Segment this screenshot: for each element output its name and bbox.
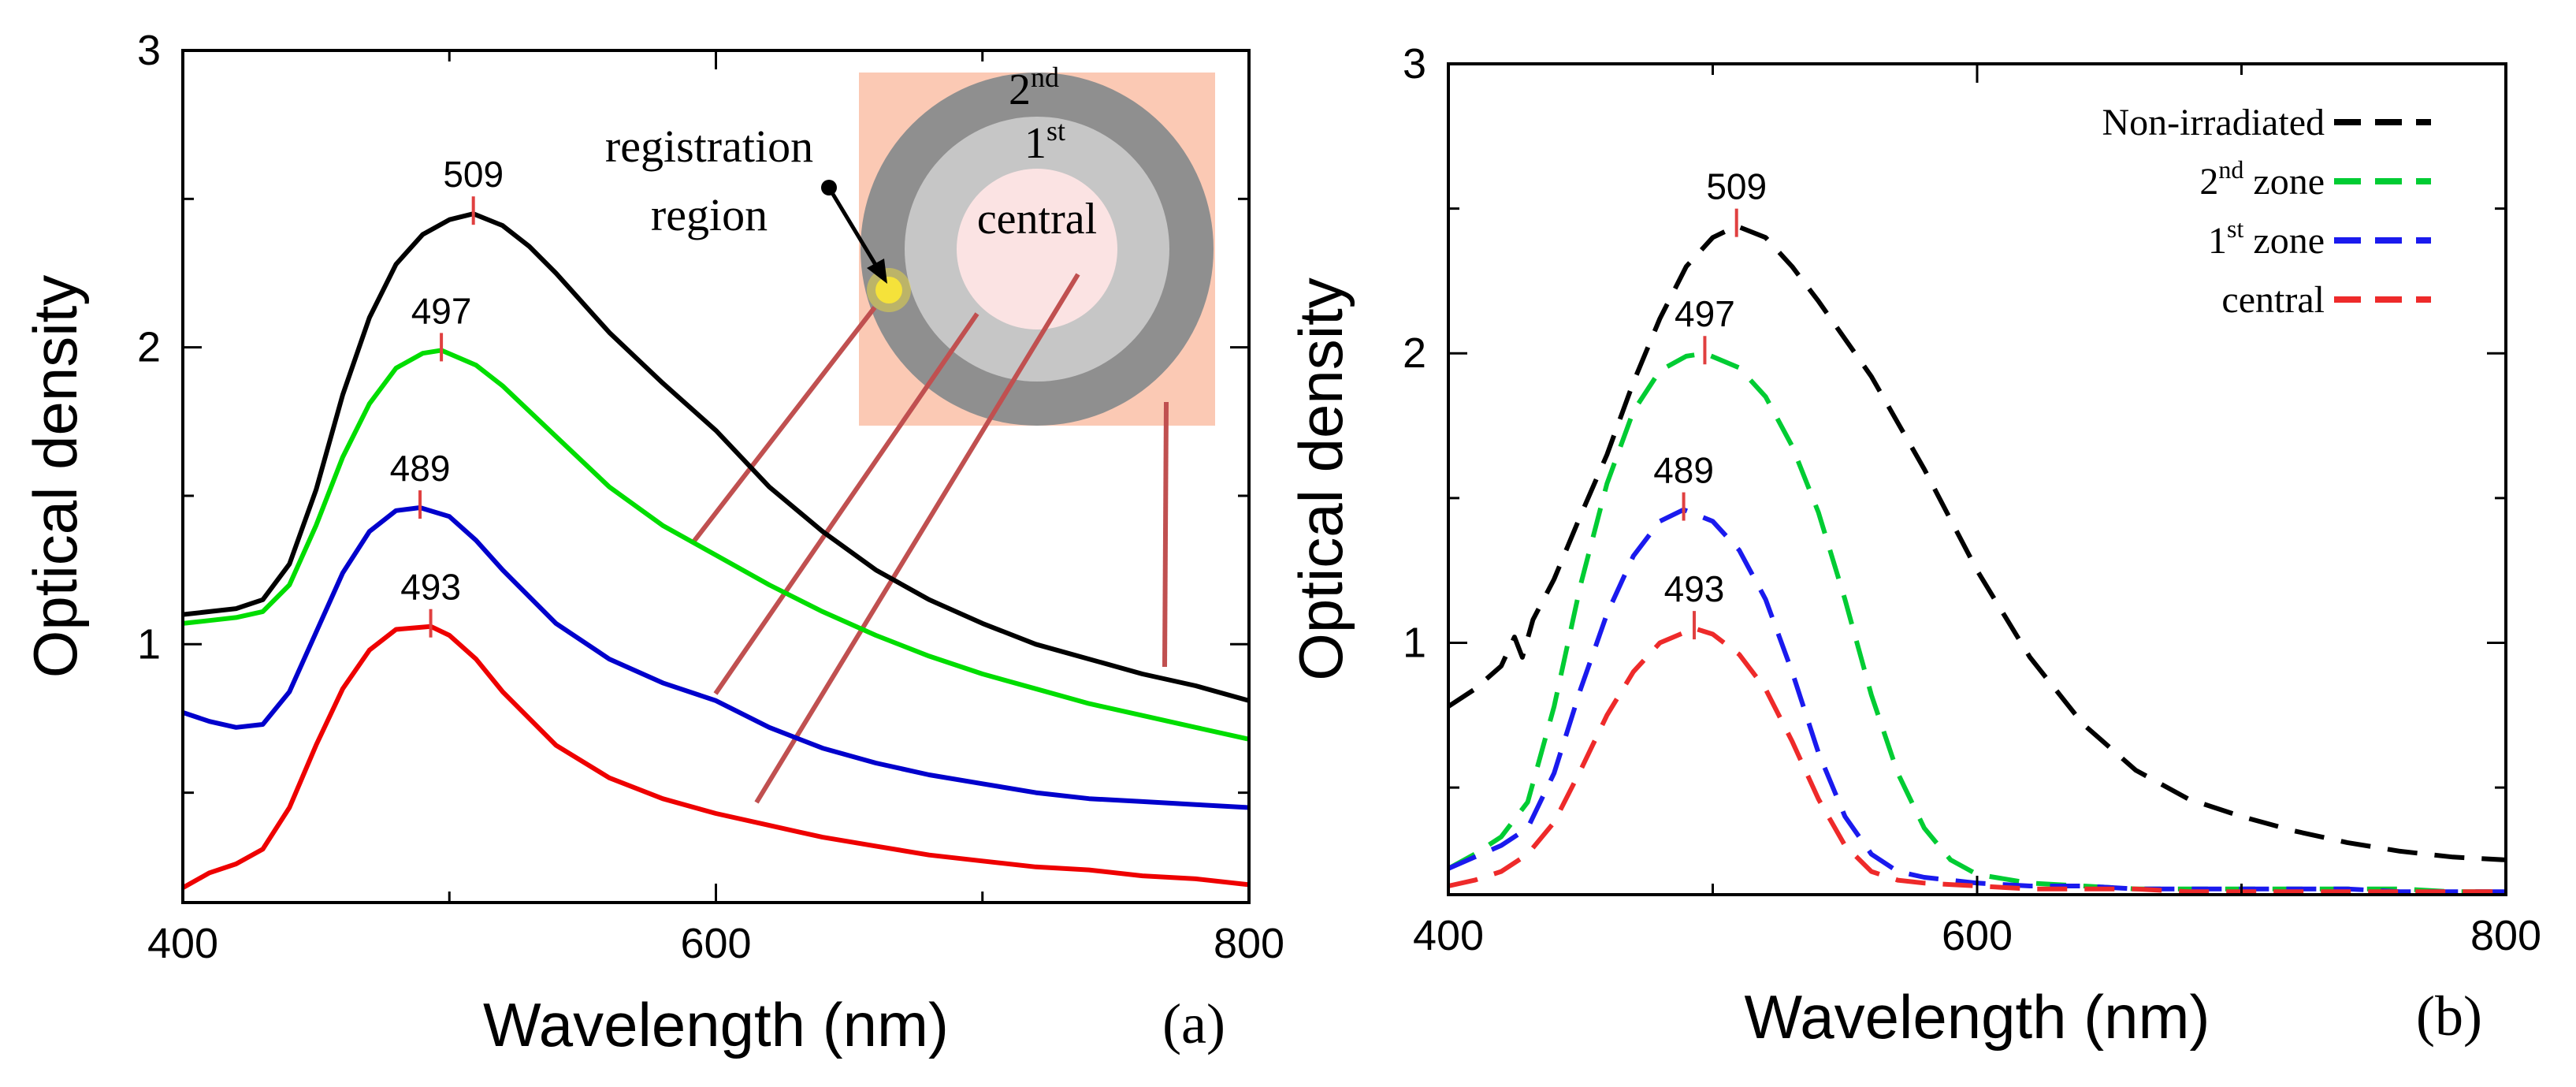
y-tick-label-3: 3	[1403, 40, 1426, 87]
peak-label-497: 497	[411, 290, 472, 331]
legend: Non-irradiated 2nd zone 1st zone central	[2102, 102, 2431, 321]
legend-label-sup: st	[2227, 214, 2243, 243]
panel-label: (b)	[2416, 985, 2482, 1048]
registration-spot	[875, 277, 902, 303]
x-axis-label: Wavelength (nm)	[1745, 982, 2210, 1052]
peak-label-497: 497	[1675, 293, 1735, 334]
panel-label: (a)	[1162, 992, 1225, 1055]
legend-label-0: Non-irradiated	[2102, 102, 2325, 143]
registration-label-line1: registration	[605, 121, 813, 172]
y-axis-label: Optical density	[1286, 277, 1355, 681]
panel-b: 509 497 489 493 400 600 800 1 2 3 Wavelength (nm) O…	[1286, 40, 2541, 1052]
x-tick-label-800: 800	[1214, 920, 1284, 967]
registration-label-line2: region	[651, 189, 768, 240]
peak-label-509: 509	[443, 154, 504, 195]
legend-label-3: central	[2221, 279, 2325, 321]
peak-label-489: 489	[390, 448, 451, 489]
series-line-non-irradiated	[182, 211, 1250, 703]
legend-label-suffix: zone	[2243, 220, 2325, 262]
registration-pointer-line	[827, 186, 882, 273]
leader-line-spot	[690, 306, 877, 545]
y-axis-label: Optical density	[20, 275, 90, 679]
peak-label-509: 509	[1706, 166, 1767, 207]
peak-label-489: 489	[1653, 450, 1714, 491]
peak-label-493: 493	[400, 567, 461, 608]
y-tick-label-2: 2	[137, 324, 161, 371]
y-tick-label-1: 1	[137, 620, 161, 668]
y-tick-label-2: 2	[1403, 329, 1426, 377]
inset-label-central: central	[977, 195, 1097, 244]
leader-line-background	[1162, 401, 1169, 668]
x-tick-label-400: 400	[1413, 912, 1484, 959]
legend-label-sup: nd	[2218, 155, 2243, 184]
inset-label-2nd-sup: nd	[1031, 61, 1059, 93]
x-tick-label-800: 800	[2470, 912, 2541, 959]
x-tick-label-400: 400	[147, 920, 218, 967]
x-tick-label-600: 600	[1942, 912, 2013, 959]
series-line-non-irradiated	[1447, 223, 2507, 862]
peak-label-493: 493	[1664, 568, 1725, 609]
y-tick-label-3: 3	[137, 27, 161, 74]
leader-line-2nd-zone	[713, 312, 979, 695]
y-tick-label-1: 1	[1403, 619, 1426, 666]
legend-label-2: 1st zone	[2208, 214, 2325, 262]
series-line-central	[181, 624, 1250, 890]
panel-a: 2 nd 1 st central registration region 509 497 489…	[20, 27, 1284, 1059]
series-line-central	[1448, 626, 2506, 895]
x-tick-label-600: 600	[680, 920, 751, 967]
legend-label-1: 2nd zone	[2199, 155, 2325, 203]
registration-pointer-arrowhead	[867, 259, 887, 284]
series-line-1st-zone	[1447, 507, 2506, 895]
inset-label-1st-sup: st	[1046, 115, 1065, 147]
x-axis-label: Wavelength (nm)	[483, 990, 949, 1059]
series-line-1st-zone	[182, 505, 1250, 810]
inset-center	[957, 169, 1117, 329]
leader-line-1st-zone	[754, 273, 1080, 804]
legend-label-suffix: zone	[2243, 161, 2325, 203]
series-line-2nd-zone	[182, 348, 1250, 742]
series-line-2nd-zone	[1447, 351, 2506, 895]
